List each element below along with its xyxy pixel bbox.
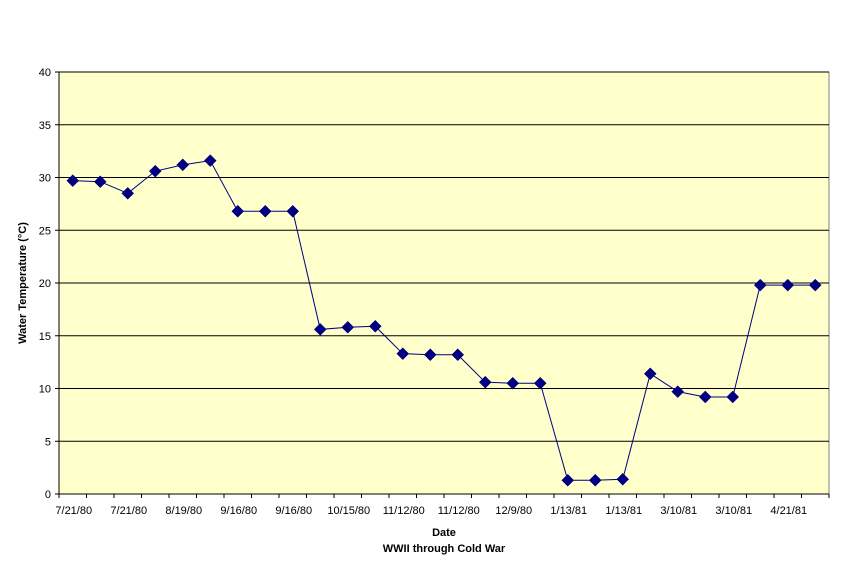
data-point — [533, 376, 547, 390]
data-point — [698, 390, 712, 404]
data-point — [643, 367, 657, 381]
data-point — [368, 319, 382, 333]
data-point — [231, 204, 245, 218]
data-point — [781, 278, 795, 292]
gridlines — [59, 71, 829, 442]
y-tick-label: 15 — [39, 331, 51, 343]
x-tick-label: 12/9/80 — [495, 505, 532, 517]
x-tick-label: 7/21/80 — [55, 505, 92, 517]
x-tick-label: 11/12/80 — [383, 505, 425, 517]
series-line — [72, 160, 816, 481]
x-tick-label: 1/13/81 — [605, 505, 642, 517]
data-point — [176, 158, 190, 172]
y-tick-label: 25 — [39, 225, 51, 237]
x-tick-label: 9/16/80 — [220, 505, 257, 517]
data-point — [341, 320, 355, 334]
y-tick-label: 10 — [39, 384, 51, 396]
x-tick-label: 1/13/81 — [550, 505, 587, 517]
x-tick-label: 3/10/81 — [715, 505, 752, 517]
y-axis-title: Water Temperature (°C) — [17, 222, 29, 344]
data-point — [258, 204, 272, 218]
y-axis: 0 5 10 15 20 25 30 35 40 — [39, 67, 60, 501]
data-point — [726, 390, 740, 404]
data-point — [396, 347, 410, 361]
data-point — [121, 186, 135, 200]
x-tick-label: 9/16/80 — [275, 505, 312, 517]
x-axis-subtitle: WWII through Cold War — [383, 543, 506, 555]
data-point — [588, 473, 602, 487]
data-point — [451, 348, 465, 362]
data-point — [203, 154, 217, 167]
x-tick-label: 10/15/80 — [327, 505, 370, 517]
y-tick-label: 40 — [39, 67, 51, 79]
data-point — [286, 204, 300, 218]
x-tick-label: 8/19/80 — [165, 505, 202, 517]
data-point — [671, 385, 685, 399]
x-axis: 7/21/80 7/21/80 8/19/80 9/16/80 9/16/80 10/15… — [55, 493, 830, 517]
data-point — [423, 348, 437, 362]
y-tick-label: 20 — [39, 278, 51, 290]
data-point — [616, 472, 630, 486]
y-tick-label: 30 — [39, 173, 51, 185]
data-point — [561, 473, 575, 487]
data-point — [506, 376, 520, 390]
data-point — [808, 278, 822, 292]
x-tick-label: 7/21/80 — [110, 505, 147, 517]
data-point — [753, 278, 767, 292]
data-point — [93, 175, 107, 189]
data-point — [148, 164, 162, 178]
series-group — [66, 154, 822, 487]
x-tick-label: 4/21/81 — [770, 505, 807, 517]
x-axis-title: Date — [432, 527, 456, 539]
data-point — [66, 174, 80, 188]
y-tick-label: 35 — [39, 120, 51, 132]
data-point — [313, 323, 327, 336]
data-point — [478, 375, 492, 389]
x-tick-label: 11/12/80 — [438, 505, 480, 517]
y-tick-label: 5 — [45, 436, 51, 448]
y-tick-label: 0 — [45, 489, 51, 501]
x-tick-label: 3/10/81 — [660, 505, 697, 517]
